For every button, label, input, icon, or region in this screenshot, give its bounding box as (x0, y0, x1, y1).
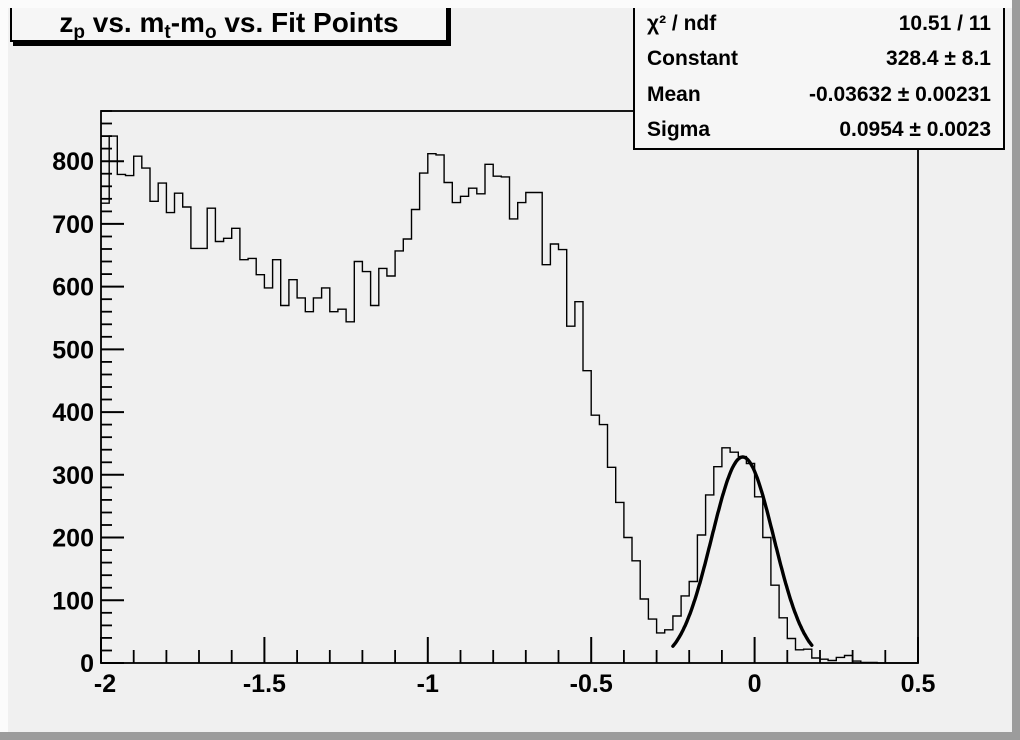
stats-row-sigma: Sigma 0.0954 ± 0.0023 (647, 112, 991, 147)
stats-label: Sigma (647, 117, 711, 141)
canvas-bevel-right (1012, 0, 1020, 740)
stats-value: 0.0954 ± 0.0023 (839, 117, 991, 141)
stats-box: χ² / ndf 10.51 / 11 Constant 328.4 ± 8.1… (633, 3, 1005, 150)
stats-value: 328.4 ± 8.1 (886, 47, 991, 71)
y-tick-label: 100 (52, 587, 94, 615)
histogram-line (101, 135, 918, 664)
stats-label: χ² / ndf (647, 12, 717, 36)
page-title: zp vs. mt-mo vs. Fit Points (59, 7, 399, 43)
y-tick-label: 200 (52, 525, 94, 553)
stats-value: 10.51 / 11 (898, 12, 991, 36)
x-tick-label: -2 (94, 670, 116, 698)
x-tick-label: -1.5 (243, 670, 286, 698)
x-tick-label: 0.5 (901, 670, 936, 698)
y-tick-label: 500 (52, 336, 94, 364)
canvas-bevel-left (0, 0, 8, 740)
stats-row-mean: Mean -0.03632 ± 0.00231 (647, 77, 991, 112)
y-tick-label: 700 (52, 211, 94, 239)
x-tick-label: -1 (417, 670, 439, 698)
y-tick-label: 800 (52, 148, 94, 176)
canvas-bevel-bottom (0, 732, 1020, 740)
stats-row-chi2: χ² / ndf 10.51 / 11 (647, 6, 991, 41)
fit-curve (671, 455, 814, 648)
x-tick-label: 0 (748, 670, 762, 698)
stats-value: -0.03632 ± 0.00231 (808, 82, 991, 106)
y-tick-label: 300 (52, 462, 94, 490)
y-tick-label: 0 (80, 650, 94, 678)
x-tick-label: -0.5 (570, 670, 613, 698)
y-tick-label: 400 (52, 399, 94, 427)
stats-row-constant: Constant 328.4 ± 8.1 (647, 41, 991, 76)
y-tick-label: 600 (52, 274, 94, 302)
stats-label: Constant (647, 47, 738, 71)
title-box: zp vs. mt-mo vs. Fit Points (10, 4, 448, 43)
canvas-bevel-top (0, 0, 1020, 8)
stats-label: Mean (647, 82, 701, 106)
